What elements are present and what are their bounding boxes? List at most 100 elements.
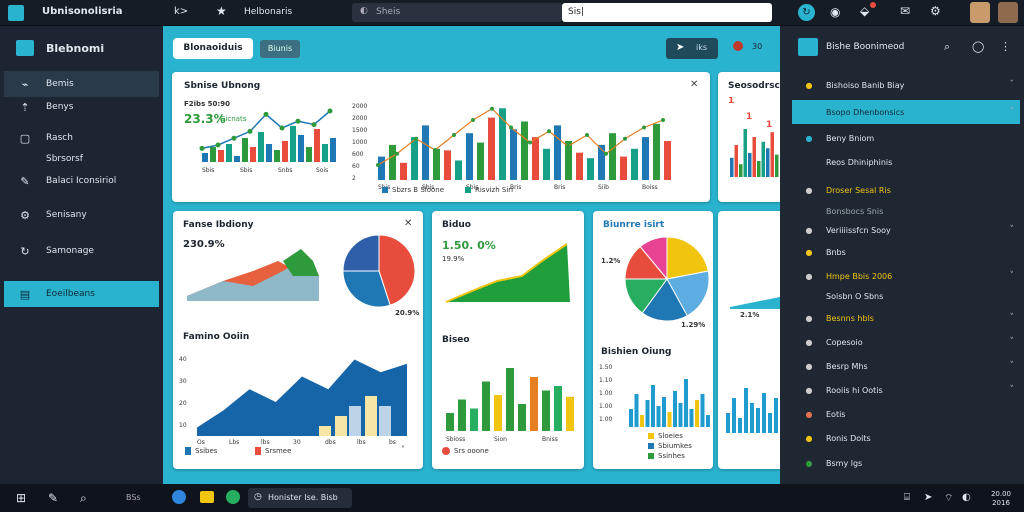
bar <box>499 108 506 180</box>
panel-item-12[interactable]: ● Besrp Mhs ˅ <box>792 355 1020 377</box>
tick-label: Sois <box>316 167 328 174</box>
avatar-secondary[interactable] <box>998 2 1018 23</box>
settings-icon[interactable]: ⚙ <box>930 4 941 18</box>
value-label: 1 <box>746 112 752 122</box>
sidebar-item-5[interactable]: ⚙ Senisany <box>4 202 159 228</box>
chevron-down-icon[interactable]: ˅ <box>1009 337 1015 347</box>
legend-label: Srsmee <box>265 447 292 455</box>
chevron-down-icon[interactable]: ˅ <box>1009 361 1015 371</box>
pie-slice <box>639 236 668 281</box>
bar <box>757 161 761 177</box>
legend-label: Ssinhes <box>658 452 685 460</box>
sidebar-item-0[interactable]: ⌁ Bemis <box>4 71 159 97</box>
bar <box>298 135 304 162</box>
panel-item-2[interactable]: ● Beny Bniom <box>792 127 1020 149</box>
bar <box>349 406 361 436</box>
point <box>263 111 269 117</box>
point <box>231 135 237 141</box>
folder-icon[interactable] <box>200 491 214 503</box>
chevron-down-icon[interactable]: ˅ <box>1009 107 1015 117</box>
taskbar-app-button[interactable]: ◷ Honister Ise. Bisb <box>248 488 352 508</box>
action-button[interactable]: ➤ iks <box>666 38 718 59</box>
panel-item-label: Rooiis hi Ootis <box>826 385 883 395</box>
panel-item-11[interactable]: ● Copesoio ˅ <box>792 331 1020 353</box>
sidebar-item-4[interactable]: ✎ Balaci Iconsiriol <box>4 168 159 194</box>
panel-item-6[interactable]: ● Veriiiissfcn Sooy ˅ <box>792 219 1020 241</box>
panel-item-5[interactable]: Bonsbocs Snis <box>792 200 1020 222</box>
bar <box>576 152 583 180</box>
chat-icon[interactable]: ◯ <box>972 40 985 53</box>
y-tick-label: 1.00 <box>599 416 613 423</box>
sidebar-item-6[interactable]: ↻ Samonage <box>4 238 159 264</box>
sidebar-item-2[interactable]: ▢ Rasch <box>19 131 73 145</box>
more-icon[interactable]: ⋮ <box>1000 40 1011 53</box>
avatar[interactable] <box>970 2 990 23</box>
panel-item-10[interactable]: ● Besnns hbls ˅ <box>792 307 1020 329</box>
wifi-icon[interactable]: ⌔ <box>944 493 954 504</box>
y-tick-label: 30 <box>179 378 187 385</box>
panel-item-4[interactable]: ● Droser Sesal Ris <box>792 179 1020 201</box>
panel-item-16[interactable]: ● Bsmy lgs <box>792 452 1020 474</box>
windows-icon[interactable]: ⊞ <box>16 491 27 505</box>
y-tick-label: 20 <box>179 400 187 407</box>
panel-item-14[interactable]: ● Eotis <box>792 403 1020 425</box>
chevron-down-icon[interactable]: ˅ <box>1009 313 1015 323</box>
sidebar-item-3[interactable]: Sbrsorsf <box>46 154 83 164</box>
point <box>311 122 317 128</box>
bar <box>226 144 232 162</box>
panel-item-8[interactable]: ● Hmpe Bbis 2006 ˅ <box>792 265 1020 287</box>
star-icon[interactable]: ★ <box>216 4 227 18</box>
browser-icon[interactable] <box>172 490 186 504</box>
pen-icon[interactable]: ✎ <box>48 491 59 505</box>
settings-icon: ⚙ <box>20 208 30 222</box>
search-icon[interactable]: ⌕ <box>80 491 87 505</box>
chevron-down-icon[interactable]: ˅ <box>401 445 405 454</box>
chevron-down-icon[interactable]: ˅ <box>1009 385 1015 395</box>
tab-label[interactable]: Helbonaris <box>244 7 293 17</box>
panel-item-1[interactable]: Bsopo Dhenbonsics ˅ <box>792 100 1020 124</box>
panel-item-0[interactable]: ● Bishoiso Banib Biay ˇ <box>792 74 1020 96</box>
search-input[interactable]: Sis| <box>562 3 772 22</box>
send-icon: ➤ <box>676 42 685 53</box>
panel-item-13[interactable]: ● Rooiis hi Ootis ˅ <box>792 379 1020 401</box>
user-icon[interactable]: ◉ <box>830 5 841 19</box>
book-icon: ● <box>805 247 813 257</box>
nav-mark[interactable]: k> <box>174 6 189 17</box>
y-tick-label: 2000 <box>352 115 367 122</box>
sidebar-item-1[interactable]: ⇡ Benys <box>4 94 159 120</box>
search-icon[interactable]: ⌕ <box>944 40 951 53</box>
panel-item-label: Reos Dhiniphinis <box>826 157 893 167</box>
chevron-down-icon[interactable]: ˇ <box>1009 80 1015 90</box>
tab-overview[interactable]: Blonaoiduis <box>173 38 253 59</box>
sync-icon[interactable]: ↻ <box>798 4 815 21</box>
bar <box>477 142 484 180</box>
point <box>395 151 399 156</box>
close-icon[interactable]: ✕ <box>690 79 699 90</box>
bell-icon[interactable]: ⬙ <box>860 4 870 18</box>
panel-item-15[interactable]: ● Ronis Doits <box>792 427 1020 449</box>
panel-item-label: Bonsbocs Snis <box>826 206 884 216</box>
close-icon[interactable]: ✕ <box>404 218 413 229</box>
tick-label: bs <box>389 439 396 446</box>
panel-item-9[interactable]: Soisbn O Sbns <box>792 285 1020 307</box>
bar <box>470 408 478 431</box>
chevron-down-icon[interactable]: ˅ <box>1009 271 1015 281</box>
network-icon[interactable]: ⌸ <box>904 492 910 503</box>
sidebar-item-7[interactable]: ▤ Eoeilbeans <box>4 281 159 307</box>
volume-icon[interactable]: ◐ <box>962 492 971 503</box>
bar <box>748 153 752 177</box>
app-icon[interactable] <box>226 490 240 504</box>
chat-icon[interactable]: ✉ <box>900 4 911 18</box>
card-title: Fanse Ibdiony <box>183 220 254 230</box>
panel-item-7[interactable]: ● Bnbs <box>792 241 1020 263</box>
chevron-down-icon[interactable]: ˅ <box>1009 225 1015 235</box>
point <box>642 125 646 130</box>
panel-item-3[interactable]: Reos Dhiniphinis <box>792 151 1020 173</box>
folder-icon: ● <box>805 433 813 443</box>
bar <box>218 150 224 162</box>
bar <box>389 144 396 180</box>
tab-second[interactable]: Biunis <box>260 40 300 58</box>
tick-label: Boiss <box>642 184 658 191</box>
address-bar[interactable]: ◐ Sheis <box>352 3 562 22</box>
send-icon[interactable]: ➤ <box>924 492 933 503</box>
